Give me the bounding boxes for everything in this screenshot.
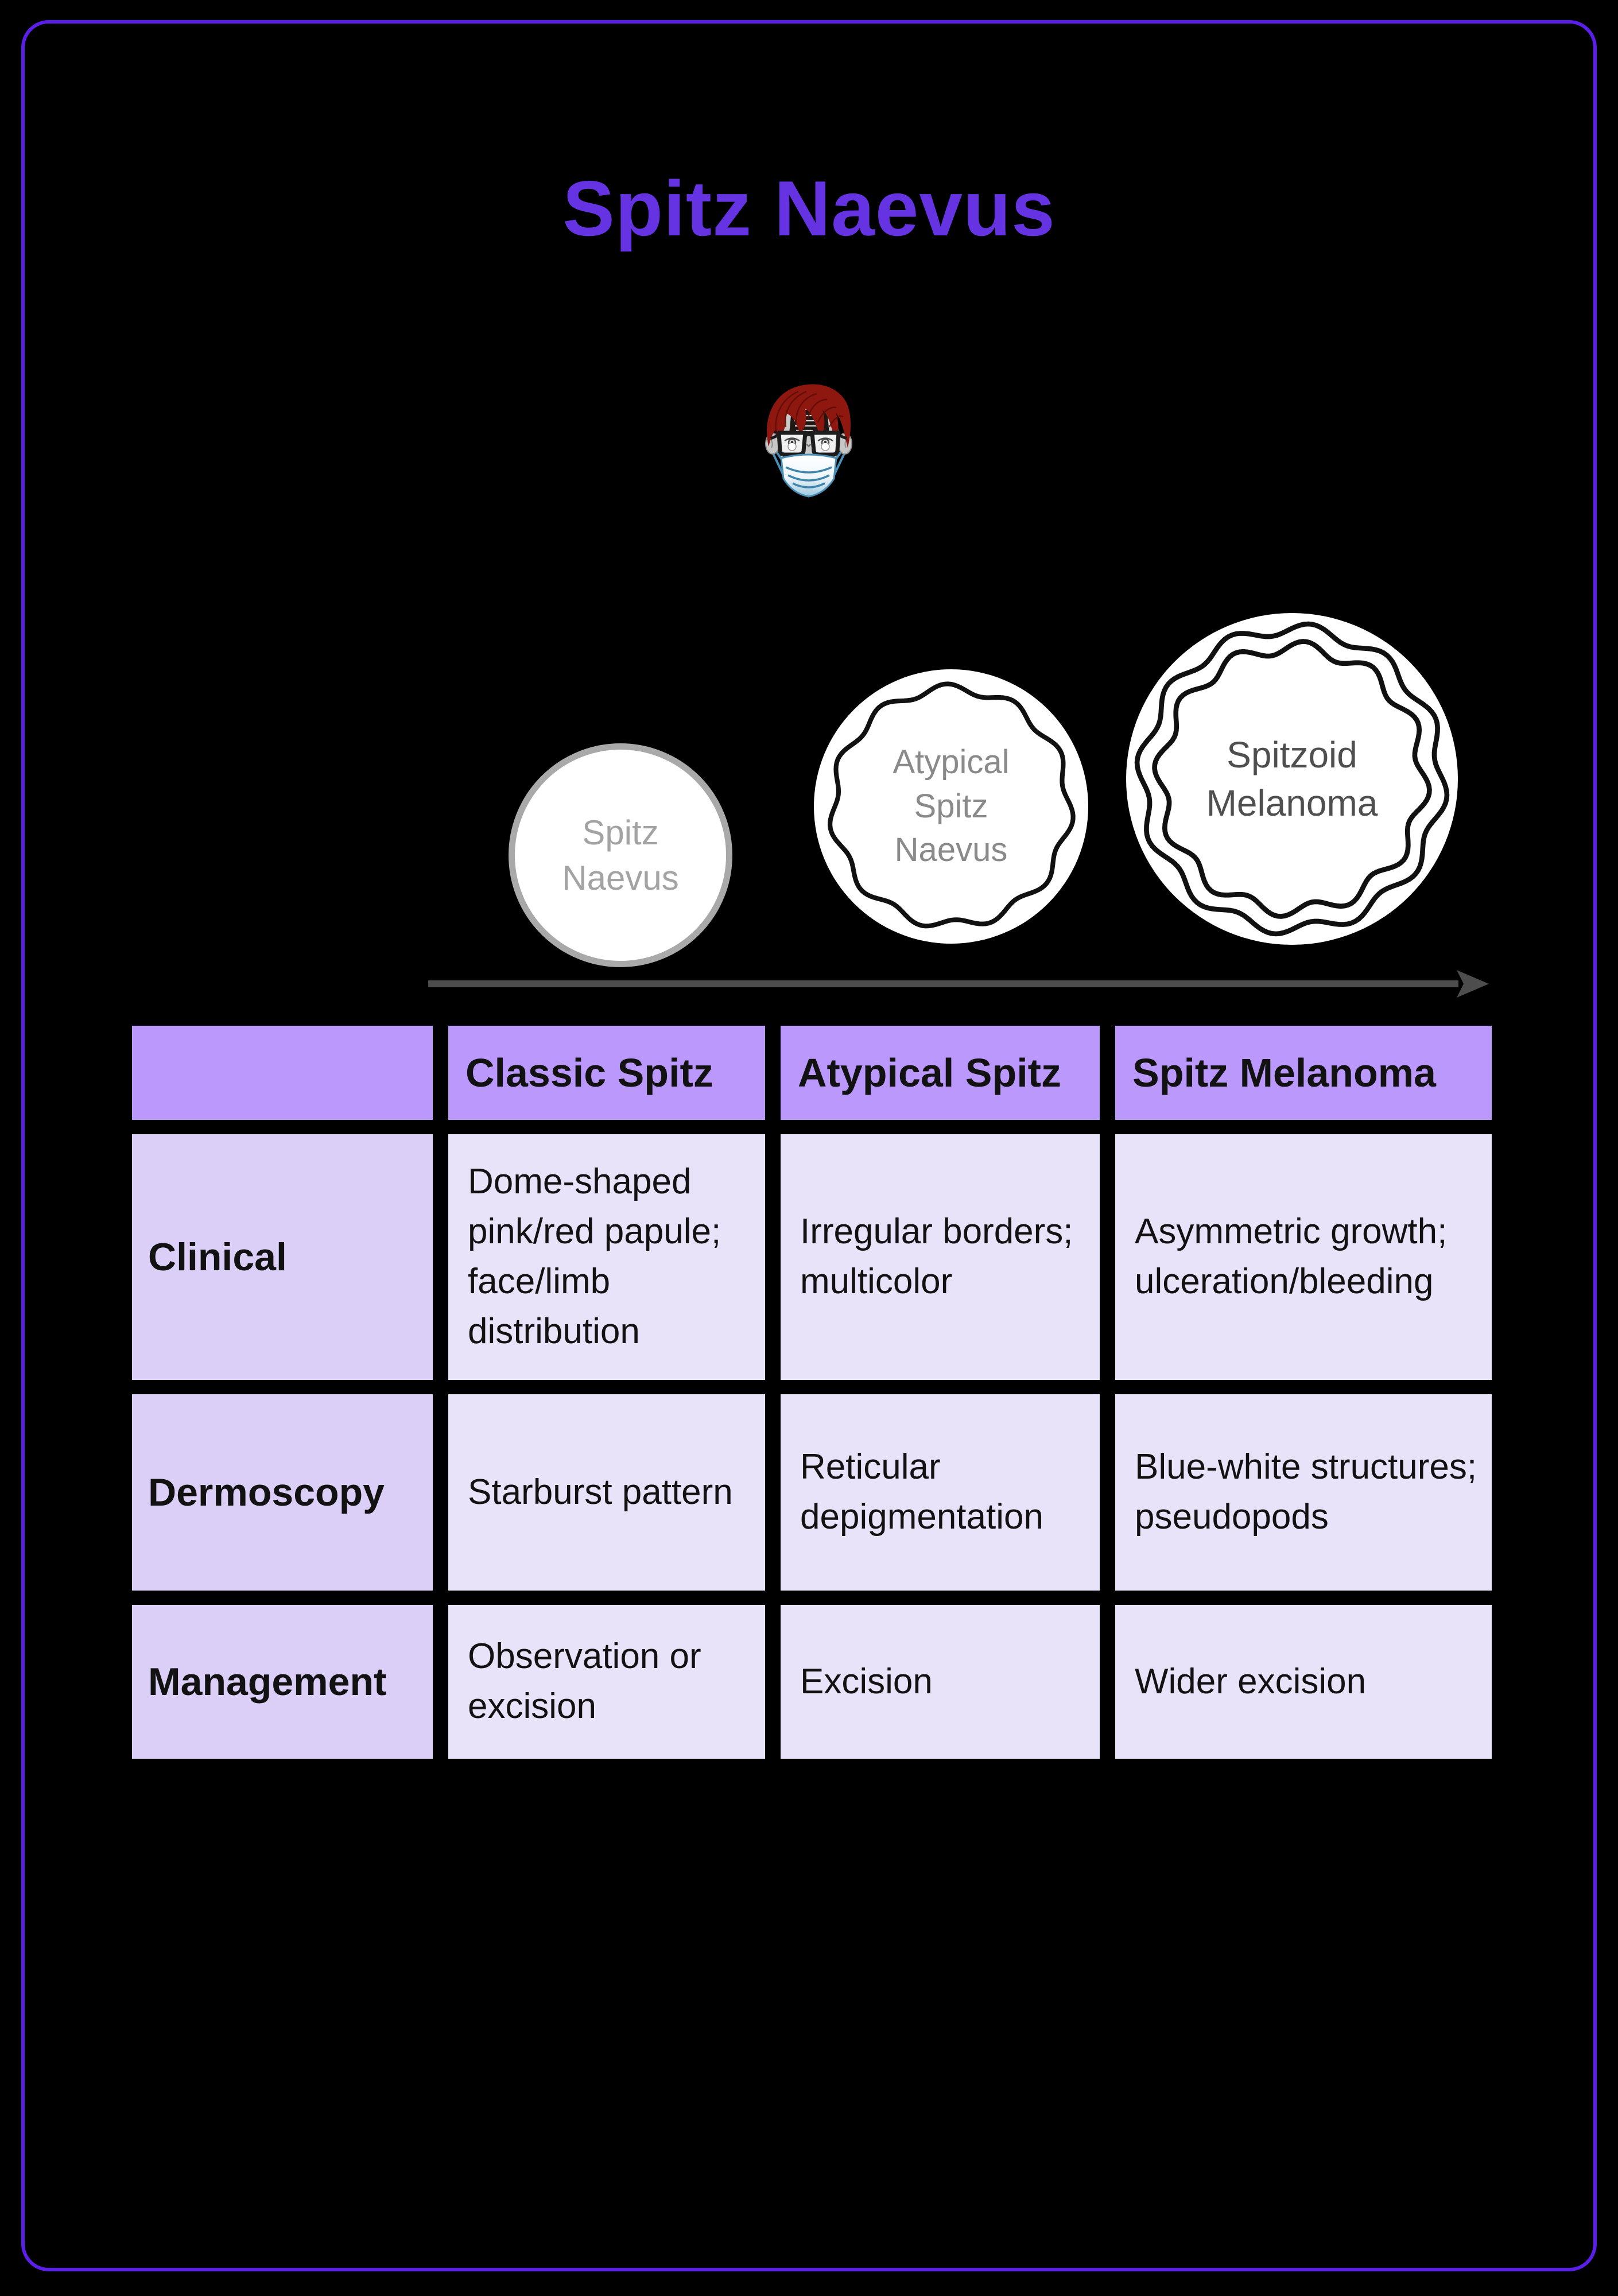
progression-arrow-icon xyxy=(428,970,1489,998)
table-cell-dermoscopy-classic: Starburst pattern xyxy=(448,1394,765,1591)
doctor-face-illustration xyxy=(765,384,852,498)
page-border-frame xyxy=(21,20,1597,2271)
row-label-management: Management xyxy=(132,1605,433,1759)
stage-circle-spitz-naevus: Spitz Naevus xyxy=(509,743,732,967)
stage-label-line: Naevus xyxy=(562,859,679,897)
doctor-avatar-icon xyxy=(763,378,855,498)
column-header-classic-spitz: Classic Spitz xyxy=(448,1026,765,1120)
stage-label: Atypical Spitz Naevus xyxy=(893,740,1009,872)
comparison-table: Classic Spitz Atypical Spitz Spitz Melan… xyxy=(132,1026,1492,1759)
table-cell-dermoscopy-melanoma: Blue-white structures; pseudopods xyxy=(1115,1394,1492,1591)
column-header-atypical-spitz: Atypical Spitz xyxy=(781,1026,1100,1120)
table-cell-clinical-melanoma: Asymmetric growth; ulceration/bleeding xyxy=(1115,1134,1492,1380)
row-label-dermoscopy: Dermoscopy xyxy=(132,1394,433,1591)
stage-label-line: Melanoma xyxy=(1206,782,1378,824)
stage-label-line: Spitz xyxy=(914,787,988,825)
table-cell-dermoscopy-atypical: Reticular depigmentation xyxy=(781,1394,1100,1591)
table-cell-management-classic: Observation or excision xyxy=(448,1605,765,1759)
stage-label: Spitzoid Melanoma xyxy=(1206,731,1378,828)
wavy-border-ring xyxy=(828,681,1076,929)
column-header-blank xyxy=(132,1026,433,1120)
stage-circle-atypical-spitz-naevus: Atypical Spitz Naevus xyxy=(814,669,1088,944)
table-cell-clinical-classic: Dome-shaped pink/red papule; face/limb d… xyxy=(448,1134,765,1380)
table-cell-clinical-atypical: Irregular borders; multicolor xyxy=(781,1134,1100,1380)
table-cell-management-atypical: Excision xyxy=(781,1605,1100,1759)
row-label-clinical: Clinical xyxy=(132,1134,433,1380)
column-header-spitz-melanoma: Spitz Melanoma xyxy=(1115,1026,1492,1120)
page-title: Spitz Naevus xyxy=(562,165,1056,252)
table-cell-management-melanoma: Wider excision xyxy=(1115,1605,1492,1759)
stage-label-line: Spitz xyxy=(582,813,659,852)
double-wavy-border-ring xyxy=(1134,621,1450,937)
stage-label-line: Spitzoid xyxy=(1227,734,1357,775)
stage-label-line: Atypical xyxy=(893,743,1010,781)
stage-label-line: Naevus xyxy=(894,831,1008,869)
stage-circle-spitzoid-melanoma: Spitzoid Melanoma xyxy=(1126,613,1458,945)
stage-label: Spitz Naevus xyxy=(562,810,678,901)
